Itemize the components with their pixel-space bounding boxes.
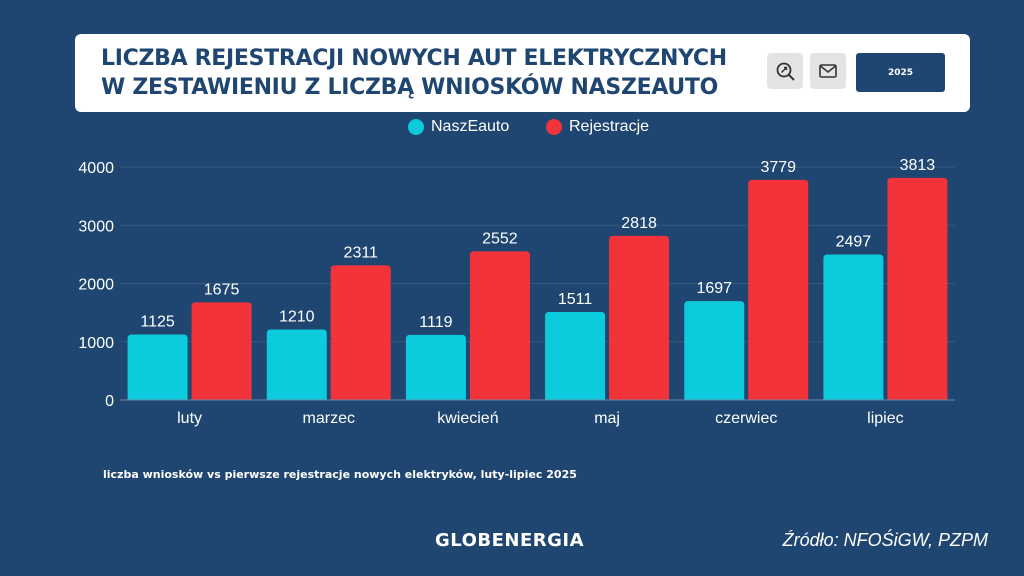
bar-rejestracje-2 [469,251,530,400]
data-label: 1210 [279,309,315,326]
y-tick-label: 0 [105,393,114,410]
data-label: 1119 [419,314,452,331]
mail-button[interactable] [810,53,846,89]
y-tick-label: 4000 [78,160,114,177]
bar-naszeauto-1 [266,329,327,400]
data-label: 3779 [760,159,796,176]
x-tick-label: kwiecień [437,410,498,427]
y-tick-label: 2000 [78,277,114,294]
data-label: 1697 [696,280,732,297]
chart-legend: NaszEauto Rejestracje [0,118,1024,140]
x-tick-label: lipiec [867,410,903,427]
search-refresh-button[interactable] [767,53,803,89]
bar-rejestracje-0 [191,302,252,400]
legend-item-rejestracje[interactable]: Rejestracje [546,118,649,136]
bar-naszeauto-4 [684,301,745,400]
data-label: 2552 [482,230,518,247]
bar-naszeauto-2 [405,334,466,400]
data-label: 2818 [621,215,657,232]
y-tick-label: 3000 [78,218,114,235]
chart-title-line1: LICZBA REJESTRACJI NOWYCH AUT ELEKTRYCZN… [101,46,727,71]
bar-rejestracje-5 [887,177,948,400]
chart-header: LICZBA REJESTRACJI NOWYCH AUT ELEKTRYCZN… [75,34,970,112]
bar-naszeauto-3 [545,311,606,400]
source-note: Źródło: NFOŚiGW, PZPM [782,530,988,550]
data-label: 2497 [836,234,872,251]
bar-rejestracje-3 [609,235,670,400]
x-tick-label: marzec [303,410,355,427]
x-tick-label: czerwiec [715,410,777,427]
y-tick-label: 1000 [78,335,114,352]
bar-rejestracje-1 [330,265,391,400]
mail-icon [819,64,837,78]
data-label: 2311 [344,244,379,261]
chart-title-line2: W ZESTAWIENIU Z LICZBĄ WNIOSKÓW NASZEAUT… [101,75,719,100]
x-tick-label: luty [177,410,202,427]
chart-subtitle: liczba wniosków vs pierwsze rejestracje … [103,468,577,481]
bar-rejestracje-4 [748,179,809,400]
search-refresh-icon [776,62,795,81]
legend-label-naszeauto: NaszEauto [431,118,510,135]
bar-naszeauto-5 [823,254,884,400]
data-label: 1125 [140,313,175,330]
chart-title: LICZBA REJESTRACJI NOWYCH AUT ELEKTRYCZN… [101,44,727,102]
bar-naszeauto-0 [127,334,188,400]
x-tick-label: maj [594,410,620,427]
data-label: 3813 [900,157,936,174]
legend-swatch-rejestracje [546,119,562,135]
legend-item-naszeauto[interactable]: NaszEauto [408,118,509,136]
data-label: 1511 [558,291,593,308]
brand-logo: GLOBENERGIA [435,530,585,551]
legend-label-rejestracje: Rejestracje [569,118,650,135]
data-label: 1675 [204,281,240,298]
legend-swatch-naszeauto [408,119,424,135]
year-button[interactable]: 2025 [856,53,945,92]
